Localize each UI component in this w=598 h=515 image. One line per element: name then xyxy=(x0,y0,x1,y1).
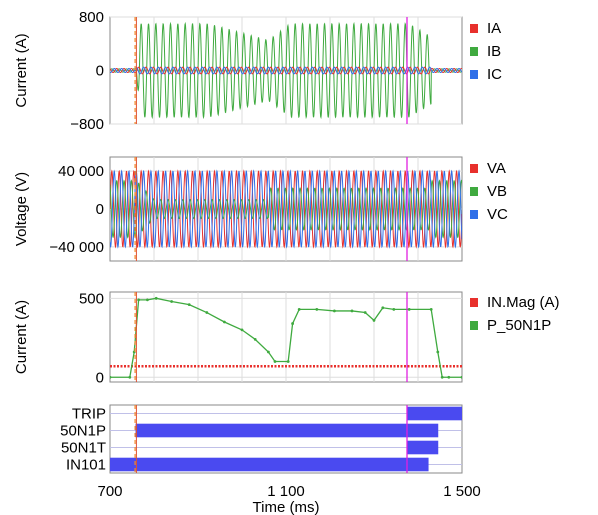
digital-row-label: IN101 xyxy=(66,457,106,474)
data-point xyxy=(187,303,191,307)
y-tick-label: 0 xyxy=(96,63,104,80)
legend-swatch xyxy=(470,70,478,79)
series-ia-line xyxy=(110,66,462,75)
data-point xyxy=(291,322,294,325)
data-point xyxy=(146,298,149,302)
x-tick-label: 1 100 xyxy=(267,483,305,500)
series-vb-line xyxy=(110,179,462,239)
legend-swatch xyxy=(470,298,478,307)
current-traces xyxy=(110,21,462,120)
legend-item[interactable]: VA xyxy=(470,157,508,180)
data-point xyxy=(436,350,440,354)
magnitude-legend: IN.Mag (A) P_50N1P xyxy=(470,291,560,337)
legend-label: IB xyxy=(487,43,502,60)
legend-item[interactable]: P_50N1P xyxy=(470,314,560,337)
data-point xyxy=(223,320,226,324)
legend-item[interactable]: IA xyxy=(470,17,502,40)
legend-item[interactable]: VB xyxy=(470,180,508,203)
voltage-panel-y-axis-label: Voltage (V) xyxy=(13,172,30,246)
legend-swatch xyxy=(470,187,478,196)
y-tick-label: −800 xyxy=(70,116,104,133)
y-tick-label: 0 xyxy=(96,201,104,218)
legend-label: VA xyxy=(487,160,506,177)
data-point xyxy=(137,298,141,302)
data-point xyxy=(128,375,132,379)
voltage-traces xyxy=(110,169,462,249)
series-ic-line xyxy=(110,66,462,75)
legend-label: IA xyxy=(487,20,502,37)
legend-label: VB xyxy=(487,183,508,200)
legend-swatch xyxy=(470,47,478,56)
digital-row-label: 50N1T xyxy=(61,440,106,457)
data-point xyxy=(297,307,301,311)
data-point xyxy=(350,309,354,313)
legend-item[interactable]: IN.Mag (A) xyxy=(470,291,560,314)
data-point xyxy=(315,307,319,311)
data-point xyxy=(407,307,411,311)
voltage-legend: VA VB VC xyxy=(470,157,508,226)
legend-swatch xyxy=(470,164,478,173)
data-point xyxy=(110,375,112,379)
current-legend: IA IB IC xyxy=(470,17,502,86)
series-va-line xyxy=(110,169,462,249)
digital-bar-50n1t xyxy=(407,440,439,455)
data-point xyxy=(440,375,444,379)
series-p50n1p-line xyxy=(110,297,462,378)
data-point xyxy=(273,360,277,363)
data-point xyxy=(333,309,336,313)
digital-bar-50n1p xyxy=(135,423,439,438)
digital-bar-trip xyxy=(407,406,462,421)
y-tick-label: 40 000 xyxy=(58,163,104,180)
x-tick-label: 700 xyxy=(97,483,122,500)
y-tick-label: 0 xyxy=(96,369,104,386)
data-point xyxy=(154,296,158,300)
x-axis-label: Time (ms) xyxy=(253,499,320,515)
x-tick-label: 1 500 xyxy=(443,483,481,500)
legend-label: IC xyxy=(487,66,502,83)
data-point xyxy=(170,300,174,303)
current-panel-y-axis-label: Current (A) xyxy=(13,33,30,107)
data-point xyxy=(372,319,376,322)
digital-row-label: TRIP xyxy=(72,406,106,423)
legend-label: VC xyxy=(487,206,508,223)
y-tick-label: −40 000 xyxy=(49,239,104,256)
legend-swatch xyxy=(470,24,478,33)
data-point xyxy=(392,307,396,311)
digital-bar-in101 xyxy=(110,457,429,472)
data-point xyxy=(447,375,451,379)
magnitude-traces xyxy=(110,296,462,379)
data-point xyxy=(240,328,244,332)
legend-label: IN.Mag (A) xyxy=(487,294,560,311)
legend-swatch xyxy=(470,210,478,219)
data-point xyxy=(381,306,385,310)
data-point xyxy=(205,311,209,314)
y-tick-label: 800 xyxy=(79,9,104,26)
data-point xyxy=(363,311,367,314)
series-vc-line xyxy=(110,169,462,249)
legend-swatch xyxy=(470,321,478,330)
magnitude-panel-y-axis-label: Current (A) xyxy=(13,300,30,374)
data-point xyxy=(286,360,290,363)
y-tick-label: 500 xyxy=(79,290,104,307)
data-point xyxy=(460,375,462,379)
legend-item[interactable]: IB xyxy=(470,40,502,63)
legend-item[interactable]: IC xyxy=(470,63,502,86)
data-point xyxy=(253,337,257,341)
digital-row-label: 50N1P xyxy=(60,423,106,440)
data-point xyxy=(267,350,270,354)
legend-item[interactable]: VC xyxy=(470,203,508,226)
data-point xyxy=(429,307,433,311)
legend-label: P_50N1P xyxy=(487,317,552,334)
